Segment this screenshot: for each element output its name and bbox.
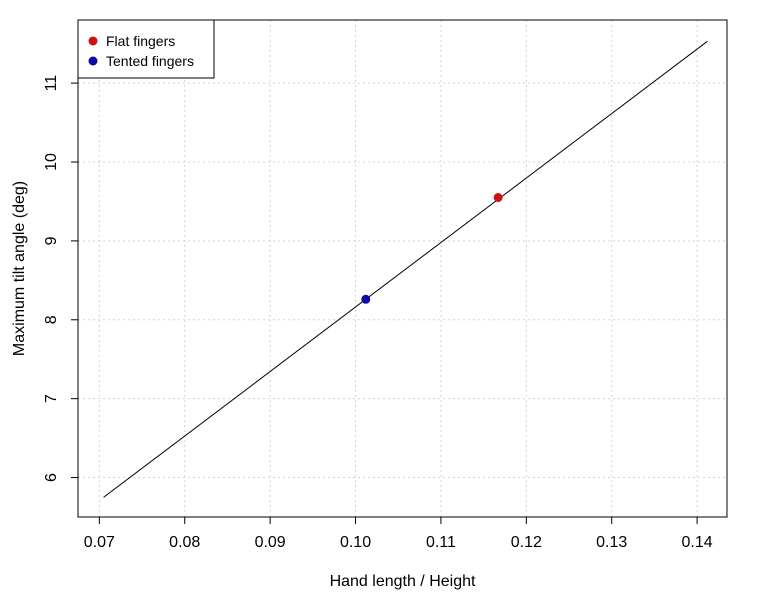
x-axis-label: Hand length / Height [330,573,476,590]
fit-line [103,40,708,498]
y-tick-label: 8 [43,315,60,324]
x-tick-label: 0.10 [340,534,371,551]
x-axis: 0.07 0.08 0.09 0.10 0.11 0.12 0.13 0.14 [84,516,713,551]
x-tick-label: 0.09 [255,534,286,551]
y-tick-label: 9 [43,236,60,245]
legend: Flat fingers Tented fingers [77,19,215,79]
x-tick-label: 0.13 [596,534,627,551]
legend-label: Tented fingers [106,53,194,69]
legend-label: Flat fingers [106,33,175,49]
grid-lines [78,20,727,517]
x-tick-label: 0.07 [84,534,115,551]
legend-box [77,19,215,79]
x-tick-label: 0.11 [426,534,456,551]
data-point [361,294,371,304]
data-points [361,193,503,304]
x-tick-label: 0.12 [511,534,542,551]
y-tick-label: 11 [43,75,60,92]
y-tick-label: 6 [43,473,60,482]
legend-marker [88,56,98,66]
y-tick-label: 7 [43,394,60,403]
x-tick-label: 0.08 [169,534,200,551]
y-axis: 6 7 8 9 10 11 [43,75,79,482]
legend-marker [88,36,98,46]
y-tick-label: 10 [43,153,60,171]
y-axis-label: Maximum tilt angle (deg) [11,181,28,356]
x-tick-label: 0.14 [682,534,713,551]
data-point [493,193,503,202]
plot-frame [77,19,728,518]
